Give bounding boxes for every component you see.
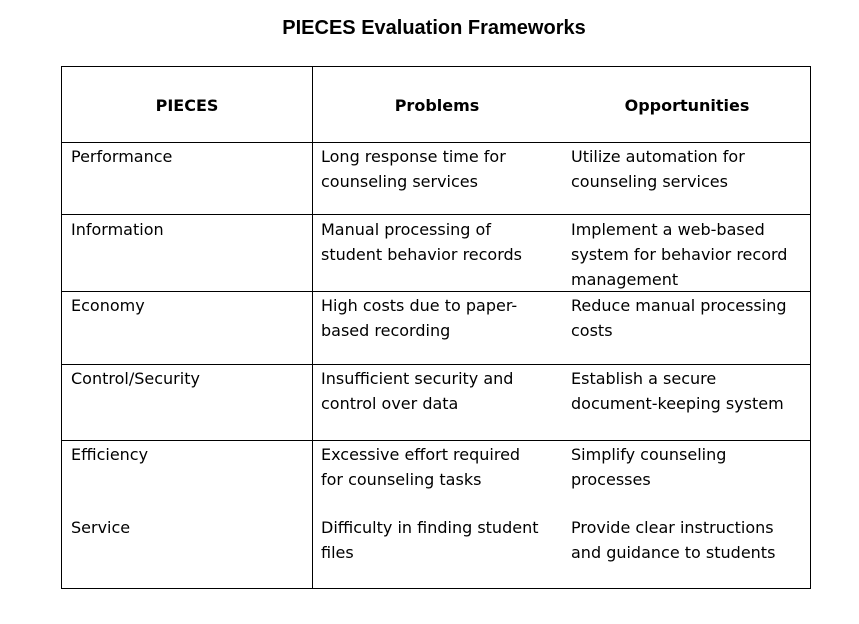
problem-line: student behavior records [321,245,523,264]
opportunity-line: Implement a web-based [571,220,765,239]
category-cell: Service [71,518,131,537]
column-divider [312,67,313,588]
opportunity-cell: Establish a secure document-keeping syst… [571,366,784,416]
header-pieces: PIECES [155,96,219,115]
problem-line: based recording [321,321,451,340]
opportunity-line: Simplify counseling [571,445,727,464]
opportunity-cell: Reduce manual processing costs [571,293,787,343]
problem-cell: Insufficient security and control over d… [321,366,513,416]
problem-cell: Manual processing of student behavior re… [321,217,522,267]
opportunity-line: Provide clear instructions [571,518,774,537]
problem-line: for counseling tasks [321,470,482,489]
problem-cell: Long response time for counseling servic… [321,144,506,194]
row-divider [62,291,810,292]
problem-line: High costs due to paper- [321,296,518,315]
problem-cell: High costs due to paper- based recording [321,293,517,343]
category-cell: Economy [71,296,145,315]
pieces-table: PIECES Problems Opportunities Performanc… [61,66,811,589]
problem-line: Manual processing of [321,220,491,239]
opportunity-cell: Provide clear instructions and guidance … [571,515,775,565]
opportunity-cell: Implement a web-based system for behavio… [571,217,787,292]
opportunity-line: Reduce manual processing [571,296,787,315]
opportunity-line: counseling services [571,172,728,191]
page-title: PIECES Evaluation Frameworks [282,17,586,39]
category-cell: Control/Security [71,369,200,388]
header-opportunities: Opportunities [624,96,750,115]
problem-cell: Excessive effort required for counseling… [321,442,520,492]
opportunity-line: Establish a secure [571,369,717,388]
opportunity-cell: Simplify counseling processes [571,442,726,492]
problem-cell: Difficulty in finding student files [321,515,538,565]
problem-line: counseling services [321,172,478,191]
problem-line: Excessive effort required [321,445,521,464]
row-divider [62,440,810,441]
opportunity-line: system for behavior record [571,245,788,264]
opportunity-line: document-keeping system [571,394,784,413]
header-problems: Problems [394,96,480,115]
row-divider [62,364,810,365]
row-divider [62,214,810,215]
problem-line: Difficulty in finding student [321,518,539,537]
category-cell: Performance [71,147,173,166]
category-cell: Information [71,220,164,239]
problem-line: Insufficient security and [321,369,514,388]
opportunity-line: processes [571,470,651,489]
problem-line: Long response time for [321,147,506,166]
opportunity-cell: Utilize automation for counseling servic… [571,144,745,194]
row-divider [62,142,810,143]
opportunity-line: Utilize automation for [571,147,745,166]
problem-line: control over data [321,394,459,413]
opportunity-line: costs [571,321,613,340]
category-cell: Efficiency [71,445,149,464]
problem-line: files [321,543,354,562]
opportunity-line: management [571,270,679,289]
opportunity-line: and guidance to students [571,543,776,562]
